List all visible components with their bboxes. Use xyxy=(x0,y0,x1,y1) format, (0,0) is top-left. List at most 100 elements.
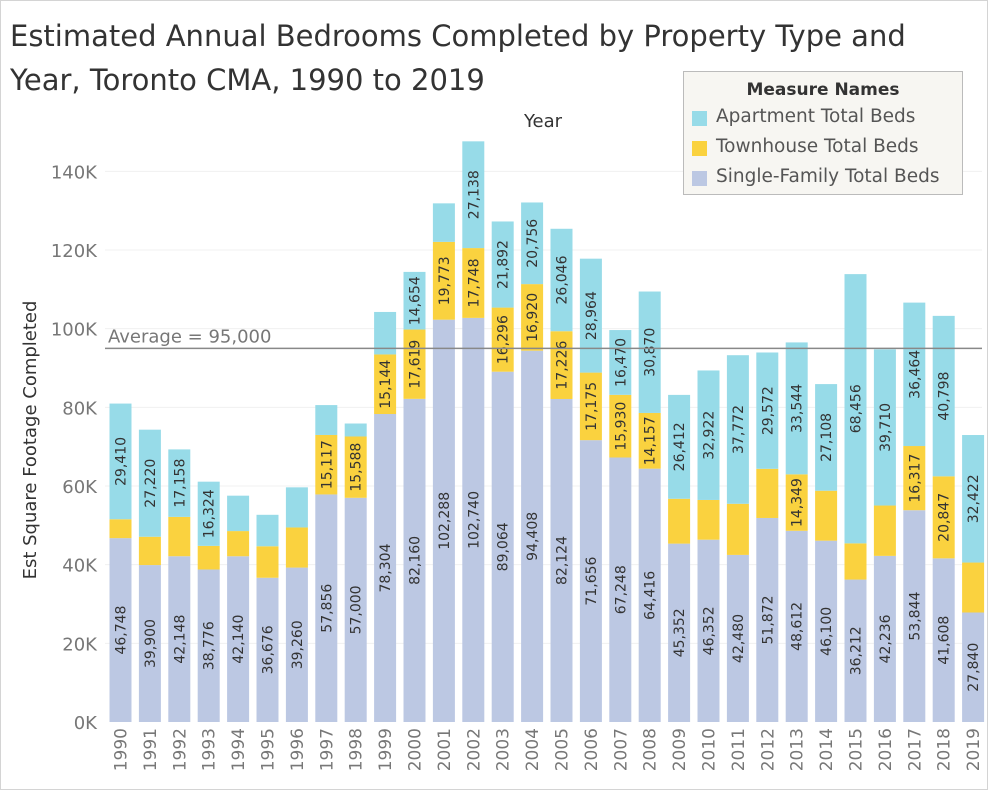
bar-townhouse-2000[interactable] xyxy=(403,329,426,399)
bar-apartment-1993[interactable] xyxy=(197,481,220,546)
x-tick-label: 2002 xyxy=(464,728,484,771)
bar-townhouse-2017[interactable] xyxy=(903,446,926,511)
data-label: 17,226 xyxy=(555,341,571,390)
y-tick-label: 140K xyxy=(51,162,98,183)
bar-townhouse-2012[interactable] xyxy=(756,468,779,518)
bar-singlefamily-1996[interactable] xyxy=(285,567,308,722)
bar-apartment-2000[interactable] xyxy=(403,271,426,330)
legend-item-single-family[interactable]: Single-Family Total Beds xyxy=(692,165,960,191)
data-label: 48,612 xyxy=(790,602,806,651)
bar-singlefamily-1990[interactable] xyxy=(109,538,132,722)
bar-apartment-1994[interactable] xyxy=(227,495,250,532)
bar-apartment-2010[interactable] xyxy=(697,370,720,500)
bar-singlefamily-2009[interactable] xyxy=(668,543,691,722)
bar-townhouse-2007[interactable] xyxy=(609,394,632,458)
bar-apartment-1999[interactable] xyxy=(374,311,397,355)
bar-townhouse-2019[interactable] xyxy=(962,562,985,613)
x-tick-label: 2018 xyxy=(935,728,955,771)
bar-singlefamily-1999[interactable] xyxy=(374,414,397,722)
bar-apartment-2004[interactable] xyxy=(521,202,544,285)
bar-singlefamily-2015[interactable] xyxy=(844,579,867,722)
data-label: 42,480 xyxy=(731,614,747,663)
bar-townhouse-2001[interactable] xyxy=(432,241,455,320)
bar-apartment-2015[interactable] xyxy=(844,274,867,544)
bar-apartment-1990[interactable] xyxy=(109,403,132,520)
legend-item-townhouse[interactable]: Townhouse Total Beds xyxy=(692,135,960,161)
bar-apartment-2003[interactable] xyxy=(491,221,514,308)
bar-singlefamily-2014[interactable] xyxy=(815,540,838,722)
bar-singlefamily-2002[interactable] xyxy=(462,317,485,722)
bar-apartment-1998[interactable] xyxy=(344,423,367,437)
bar-singlefamily-1993[interactable] xyxy=(197,569,220,722)
bar-apartment-2009[interactable] xyxy=(668,394,691,499)
bar-singlefamily-2017[interactable] xyxy=(903,510,926,722)
bar-singlefamily-2006[interactable] xyxy=(579,440,602,722)
bar-townhouse-1997[interactable] xyxy=(315,434,338,495)
bar-townhouse-2014[interactable] xyxy=(815,490,838,541)
bar-townhouse-2009[interactable] xyxy=(668,498,691,544)
bar-singlefamily-2000[interactable] xyxy=(403,398,426,722)
bar-townhouse-2010[interactable] xyxy=(697,499,720,540)
bar-apartment-2008[interactable] xyxy=(638,291,661,413)
bar-singlefamily-2018[interactable] xyxy=(932,558,955,722)
bar-singlefamily-1992[interactable] xyxy=(168,556,191,722)
bar-apartment-2018[interactable] xyxy=(932,315,955,477)
bar-singlefamily-1991[interactable] xyxy=(138,565,161,722)
bar-apartment-2014[interactable] xyxy=(815,384,838,491)
bar-townhouse-1999[interactable] xyxy=(374,354,397,415)
bar-singlefamily-2007[interactable] xyxy=(609,457,632,722)
bar-apartment-2013[interactable] xyxy=(785,342,808,475)
bar-apartment-2016[interactable] xyxy=(873,349,896,506)
legend-item-apartment[interactable]: Apartment Total Beds xyxy=(692,105,960,131)
reference-line-group: Average = 95,000 xyxy=(105,326,982,350)
bar-townhouse-1991[interactable] xyxy=(138,536,161,566)
bar-apartment-2012[interactable] xyxy=(756,352,779,469)
data-label: 39,900 xyxy=(143,619,159,668)
bar-townhouse-1994[interactable] xyxy=(227,531,250,557)
bar-apartment-2005[interactable] xyxy=(550,228,573,332)
bar-singlefamily-1994[interactable] xyxy=(227,556,250,722)
bar-apartment-1991[interactable] xyxy=(138,429,161,537)
bar-townhouse-2006[interactable] xyxy=(579,372,602,441)
bar-apartment-1992[interactable] xyxy=(168,449,191,517)
bar-singlefamily-2016[interactable] xyxy=(873,555,896,722)
bar-apartment-1995[interactable] xyxy=(256,514,279,547)
bar-apartment-2002[interactable] xyxy=(462,141,485,249)
bar-townhouse-2015[interactable] xyxy=(844,543,867,580)
bar-apartment-2007[interactable] xyxy=(609,330,632,395)
bar-singlefamily-2010[interactable] xyxy=(697,539,720,722)
bar-apartment-1997[interactable] xyxy=(315,405,338,435)
bar-townhouse-1993[interactable] xyxy=(197,545,220,570)
bar-apartment-2019[interactable] xyxy=(962,435,985,563)
bar-singlefamily-2005[interactable] xyxy=(550,398,573,722)
bar-townhouse-2013[interactable] xyxy=(785,474,808,531)
bar-singlefamily-1995[interactable] xyxy=(256,577,279,722)
bar-townhouse-2011[interactable] xyxy=(726,503,749,555)
bar-singlefamily-1997[interactable] xyxy=(315,494,338,722)
bar-townhouse-2004[interactable] xyxy=(521,284,544,351)
bar-apartment-2011[interactable] xyxy=(726,355,749,504)
bar-singlefamily-2013[interactable] xyxy=(785,530,808,722)
bar-singlefamily-2001[interactable] xyxy=(432,319,455,722)
bar-singlefamily-2012[interactable] xyxy=(756,517,779,722)
bar-apartment-2001[interactable] xyxy=(432,203,455,242)
bar-townhouse-2002[interactable] xyxy=(462,248,485,318)
bar-singlefamily-2008[interactable] xyxy=(638,468,661,722)
bar-townhouse-2003[interactable] xyxy=(491,307,514,372)
bar-townhouse-1998[interactable] xyxy=(344,436,367,498)
bar-townhouse-1996[interactable] xyxy=(285,527,308,568)
bar-apartment-1996[interactable] xyxy=(285,487,308,528)
bar-apartment-2006[interactable] xyxy=(579,258,602,373)
bar-singlefamily-2003[interactable] xyxy=(491,371,514,722)
bar-townhouse-1990[interactable] xyxy=(109,519,132,539)
bar-singlefamily-2011[interactable] xyxy=(726,554,749,722)
bar-singlefamily-2019[interactable] xyxy=(962,612,985,722)
bar-apartment-2017[interactable] xyxy=(903,302,926,447)
bar-townhouse-2018[interactable] xyxy=(932,476,955,559)
bar-townhouse-1992[interactable] xyxy=(168,516,191,557)
bar-townhouse-2016[interactable] xyxy=(873,505,896,556)
bar-singlefamily-2004[interactable] xyxy=(521,350,544,722)
bar-singlefamily-1998[interactable] xyxy=(344,497,367,722)
bar-townhouse-2008[interactable] xyxy=(638,412,661,469)
bar-townhouse-1995[interactable] xyxy=(256,546,279,578)
